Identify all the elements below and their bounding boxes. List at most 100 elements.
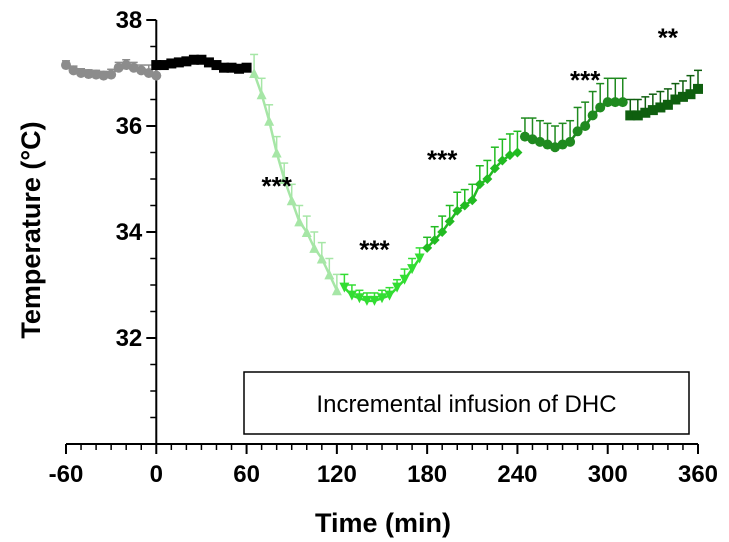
data-point	[677, 91, 688, 102]
data-point	[339, 282, 350, 293]
y-tick-label: 38	[116, 7, 143, 34]
series-3	[249, 53, 342, 296]
data-point	[121, 60, 132, 71]
data-point	[151, 60, 162, 71]
data-point	[647, 105, 658, 116]
data-point	[68, 65, 79, 76]
data-point	[452, 205, 463, 216]
x-tick-label: 240	[497, 461, 537, 488]
data-point	[565, 136, 576, 147]
x-tick-label: 120	[317, 461, 357, 488]
data-point	[76, 68, 87, 78]
x-tick-label: 0	[150, 461, 163, 488]
y-tick-label: 34	[116, 219, 143, 246]
data-point	[392, 282, 403, 293]
y-axis-title: Temperature (°C)	[16, 121, 46, 338]
data-point	[331, 285, 342, 296]
data-point	[203, 57, 214, 68]
data-point	[136, 65, 147, 76]
data-point	[542, 139, 553, 150]
data-point	[670, 94, 681, 105]
data-point	[437, 227, 448, 237]
significance-label: ***	[427, 144, 458, 174]
data-point	[602, 97, 613, 108]
series-4	[339, 247, 425, 306]
data-point	[234, 63, 245, 74]
data-point	[188, 54, 199, 65]
data-point	[512, 147, 523, 158]
data-point	[535, 136, 545, 147]
data-point	[655, 102, 666, 113]
data-point	[422, 242, 433, 253]
data-point	[173, 57, 184, 68]
x-tick-label: 180	[407, 461, 447, 488]
significance-label: ***	[359, 235, 390, 265]
data-point	[662, 99, 673, 110]
data-point	[151, 70, 162, 81]
data-point	[482, 174, 493, 184]
data-point	[369, 295, 380, 306]
data-point	[279, 174, 290, 184]
data-point	[309, 242, 320, 253]
data-point	[324, 269, 335, 280]
data-point	[361, 295, 372, 306]
axes: -60 0 60 120 180 240 300 360 32 34 36 38	[49, 7, 718, 488]
data-point	[346, 290, 357, 301]
data-point	[595, 102, 606, 113]
data-point	[249, 68, 260, 78]
data-point	[414, 253, 425, 264]
data-point	[241, 62, 252, 73]
x-tick-label: -60	[49, 461, 84, 488]
data-point	[519, 131, 530, 142]
series-6	[519, 77, 628, 153]
series-7	[625, 69, 703, 121]
data-point	[617, 97, 628, 108]
data-point	[693, 83, 703, 94]
data-point	[219, 62, 229, 73]
data-point	[399, 274, 410, 285]
data-point	[377, 293, 387, 304]
data-point	[407, 264, 418, 275]
significance-label: ***	[570, 65, 601, 95]
data-point	[429, 234, 440, 245]
series-2	[151, 54, 252, 74]
data-point	[497, 155, 508, 166]
series-1	[61, 59, 162, 81]
data-point	[181, 56, 192, 67]
annotation-box: Incremental infusion of DHC	[243, 371, 690, 435]
plot-area: **************	[61, 23, 703, 306]
data-point	[527, 134, 538, 145]
data-point	[211, 60, 222, 71]
data-point	[143, 68, 154, 78]
data-point	[128, 62, 139, 73]
x-tick-label: 60	[233, 461, 260, 488]
data-point	[226, 62, 237, 73]
series-5	[422, 130, 523, 253]
data-point	[459, 200, 470, 211]
data-point	[113, 62, 124, 73]
data-point	[256, 89, 267, 100]
data-point	[286, 195, 297, 206]
x-axis-title: Time (min)	[315, 508, 451, 538]
data-point	[294, 216, 305, 227]
data-point	[61, 60, 71, 71]
data-point	[474, 179, 485, 190]
data-point	[166, 58, 177, 69]
annotation-frame	[243, 371, 690, 435]
data-point	[489, 163, 500, 174]
x-tick-label: 360	[678, 461, 718, 488]
data-point	[640, 107, 651, 118]
y-tick-label: 36	[116, 113, 143, 140]
data-point	[587, 110, 598, 121]
data-point	[98, 70, 109, 81]
data-point	[444, 216, 455, 227]
data-point	[91, 69, 102, 80]
data-point	[610, 97, 621, 108]
data-point	[685, 89, 696, 100]
data-point	[550, 142, 561, 153]
data-point	[384, 290, 395, 301]
data-point	[467, 195, 478, 206]
data-point	[196, 54, 207, 65]
data-point	[158, 60, 169, 71]
